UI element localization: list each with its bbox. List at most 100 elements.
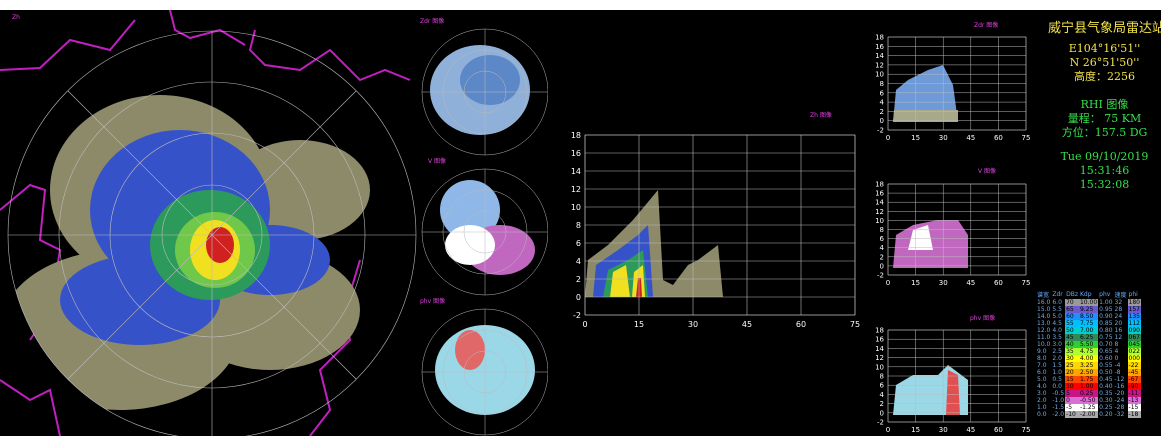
legend-header: DBz bbox=[1066, 291, 1078, 298]
legend-cell: 8.0 bbox=[1037, 355, 1047, 362]
legend-cell: 0.30 bbox=[1099, 397, 1113, 404]
small-x-tick-label: 75 bbox=[1022, 426, 1031, 434]
legend-cell: 50 bbox=[1065, 327, 1079, 334]
small-y-tick-label: 2 bbox=[880, 253, 884, 261]
small-y-tick-label: -2 bbox=[877, 127, 884, 135]
small-x-tick-label: 60 bbox=[994, 134, 1003, 142]
legend-cell: -2.00 bbox=[1078, 411, 1099, 418]
small-x-tick-label: 15 bbox=[911, 134, 920, 142]
legend-cell: 0.20 bbox=[1099, 411, 1113, 418]
small-y-tick-label: 14 bbox=[875, 345, 884, 353]
y-tick-label: 10 bbox=[571, 203, 581, 212]
y-tick-label: 4 bbox=[576, 257, 581, 266]
color-legend-table: 谱宽 Zdr DBz Kdp phv 速度 phi 16.0 6.0 70 10.00 1.00 32 1… bbox=[1036, 290, 1141, 418]
legend-cell: 0.85 bbox=[1099, 320, 1113, 327]
small-y-tick-label: -2 bbox=[877, 419, 884, 427]
rhi-phv-echo bbox=[893, 365, 968, 415]
scan-range: 量程： 75 KM bbox=[1067, 112, 1142, 125]
x-tick-label: 15 bbox=[634, 320, 644, 329]
legend-cell: 4.00 bbox=[1078, 355, 1099, 362]
small-x-tick-label: 0 bbox=[886, 134, 890, 142]
legend-cell: 6.25 bbox=[1078, 334, 1099, 341]
y-tick-label: 6 bbox=[576, 239, 581, 248]
rhi-panel: 18 16 14 12 10 8 6 4 2 0 -2 0 15 30 45 60 75 18 16 14 12 10… bbox=[548, 10, 1161, 436]
legend-cell: 1.75 bbox=[1078, 376, 1099, 383]
legend-cell: 112 bbox=[1127, 320, 1141, 327]
rhi-zdr-echo bbox=[893, 65, 958, 122]
legend-cell: 4 bbox=[1114, 348, 1119, 355]
scan-date: Tue 09/10/2019 bbox=[1060, 150, 1149, 163]
legend-cell: 10.0 bbox=[1037, 341, 1051, 348]
small-y-tick-label: 14 bbox=[875, 52, 884, 60]
legend-cell: -45 bbox=[1127, 369, 1141, 376]
legend-header: 谱宽 bbox=[1037, 292, 1050, 299]
small-y-tick-label: 18 bbox=[875, 34, 884, 42]
legend-cell: 7.0 bbox=[1037, 362, 1047, 369]
rhi-zh-label: Zh 图像 bbox=[810, 112, 832, 119]
small-y-tick-label: 12 bbox=[875, 61, 884, 69]
legend-cell: 2.5 bbox=[1052, 348, 1062, 355]
legend-cell: 0.90 bbox=[1099, 313, 1113, 320]
legend-cell: 1.0 bbox=[1052, 369, 1062, 376]
phv-ppi-plot bbox=[421, 308, 549, 436]
ppi-panel: Zh bbox=[0, 10, 560, 436]
small-x-tick-label: 30 bbox=[939, 134, 948, 142]
small-x-tick-label: 30 bbox=[939, 279, 948, 287]
small-y-tick-label: 10 bbox=[875, 363, 884, 371]
v-ppi-label: V 图像 bbox=[428, 158, 447, 165]
legend-cell: 15 bbox=[1065, 376, 1079, 383]
small-x-tick-label: 45 bbox=[966, 279, 975, 287]
legend-header: 速度 bbox=[1114, 292, 1127, 299]
v-ppi-plot bbox=[421, 168, 549, 296]
small-y-tick-label: 8 bbox=[880, 80, 884, 88]
legend-cell: 4.5 bbox=[1052, 320, 1062, 327]
legend-cell: 022 bbox=[1127, 348, 1141, 355]
x-tick-label: 75 bbox=[850, 320, 860, 329]
legend-cell: 4.75 bbox=[1078, 348, 1099, 355]
legend-cell: 0.80 bbox=[1099, 327, 1113, 334]
legend-cell: -15 bbox=[1127, 404, 1141, 411]
legend-cell: -12 bbox=[1114, 376, 1125, 383]
y-tick-label: 12 bbox=[571, 185, 581, 194]
legend-cell: 12.0 bbox=[1037, 327, 1051, 334]
legend-cell: 24 bbox=[1114, 313, 1123, 320]
legend-cell: -11 bbox=[1127, 390, 1141, 397]
small-y-tick-label: 14 bbox=[875, 199, 884, 207]
legend-cell: 6.0 bbox=[1037, 369, 1047, 376]
small-x-tick-label: 15 bbox=[911, 279, 920, 287]
legend-cell: 9.25 bbox=[1078, 306, 1099, 313]
legend-cell: 3.5 bbox=[1052, 334, 1062, 341]
legend-cell: 157 bbox=[1127, 306, 1141, 313]
legend-header: phv bbox=[1099, 291, 1111, 298]
legend-cell: 11.0 bbox=[1037, 334, 1051, 341]
legend-cell: 28 bbox=[1114, 306, 1123, 313]
ppi-range-rings bbox=[7, 30, 417, 436]
small-y-tick-label: 2 bbox=[880, 108, 884, 116]
legend-cell: -67 bbox=[1127, 376, 1141, 383]
small-y-tick-label: 4 bbox=[880, 391, 885, 399]
legend-cell: 2.0 bbox=[1052, 355, 1062, 362]
legend-cell: 3.0 bbox=[1052, 341, 1062, 348]
small-x-tick-label: 15 bbox=[911, 426, 920, 434]
small-x-tick-label: 60 bbox=[994, 279, 1003, 287]
legend-cell: 5.5 bbox=[1052, 306, 1062, 313]
small-y-tick-label: 4 bbox=[880, 244, 885, 252]
rhi-zh-echo bbox=[585, 190, 723, 297]
rhi-zh-y-ticks: 18 16 14 12 10 8 6 4 2 0 -2 bbox=[571, 131, 581, 320]
legend-cell: 0.65 bbox=[1099, 348, 1113, 355]
small-rhi-grids bbox=[887, 36, 1027, 423]
small-y-tick-label: 0 bbox=[880, 409, 884, 417]
legend-header: Kdp bbox=[1079, 291, 1092, 298]
rhi-zdr-label: Zdr 图像 bbox=[974, 22, 999, 29]
legend-cell: 12 bbox=[1114, 334, 1123, 341]
legend-cell: 40 bbox=[1065, 341, 1079, 348]
small-y-tick-label: 12 bbox=[875, 208, 884, 216]
small-y-tick-label: 6 bbox=[880, 382, 885, 390]
legend-cell: 0.95 bbox=[1099, 306, 1113, 313]
legend-cell: 20 bbox=[1114, 320, 1123, 327]
legend-header: phi bbox=[1128, 291, 1138, 298]
small-x-tick-label: 75 bbox=[1022, 279, 1031, 287]
legend-cell: 045 bbox=[1127, 341, 1141, 348]
scan-mode: RHI 图像 bbox=[1080, 98, 1129, 111]
